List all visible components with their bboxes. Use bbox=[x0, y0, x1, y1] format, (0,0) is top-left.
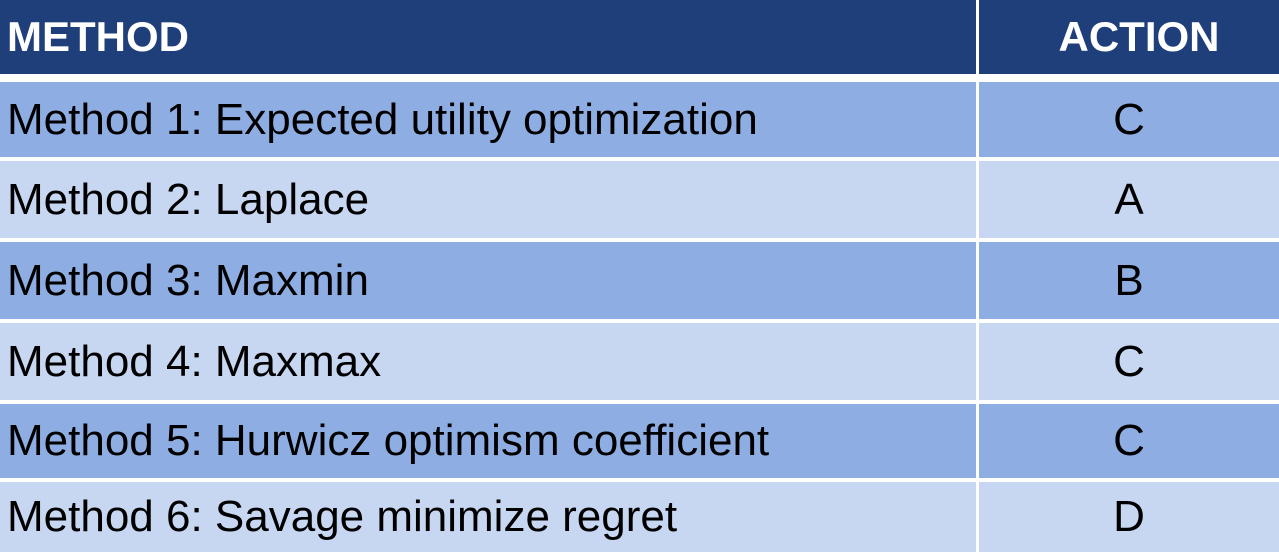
action-cell: A bbox=[979, 161, 1279, 238]
table-header-row: METHOD ACTION bbox=[0, 0, 1279, 74]
table-row: Method 2: Laplace A bbox=[0, 161, 1279, 238]
action-cell: C bbox=[979, 82, 1279, 157]
table-row: Method 1: Expected utility optimization … bbox=[0, 82, 1279, 157]
header-action: ACTION bbox=[979, 0, 1279, 74]
action-cell: D bbox=[979, 482, 1279, 552]
method-cell: Method 3: Maxmin bbox=[0, 242, 976, 319]
method-cell: Method 1: Expected utility optimization bbox=[0, 82, 976, 157]
table-row: Method 3: Maxmin B bbox=[0, 242, 1279, 319]
table-row: Method 5: Hurwicz optimism coefficient C bbox=[0, 404, 1279, 478]
action-cell: C bbox=[979, 404, 1279, 478]
action-cell: C bbox=[979, 323, 1279, 400]
action-cell: B bbox=[979, 242, 1279, 319]
table-row: Method 4: Maxmax C bbox=[0, 323, 1279, 400]
method-cell: Method 2: Laplace bbox=[0, 161, 976, 238]
table-row: Method 6: Savage minimize regret D bbox=[0, 482, 1279, 552]
method-cell: Method 5: Hurwicz optimism coefficient bbox=[0, 404, 976, 478]
method-cell: Method 6: Savage minimize regret bbox=[0, 482, 976, 552]
header-method: METHOD bbox=[0, 0, 976, 74]
method-cell: Method 4: Maxmax bbox=[0, 323, 976, 400]
